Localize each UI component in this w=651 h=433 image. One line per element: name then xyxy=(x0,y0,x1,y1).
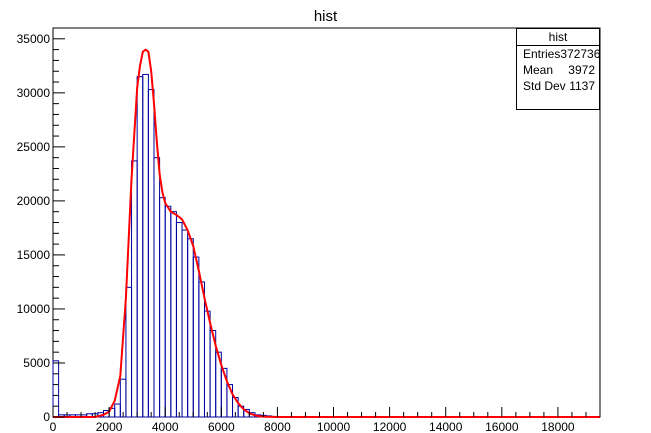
y-tick-label: 0 xyxy=(43,410,50,424)
x-tick-label: 16000 xyxy=(485,420,519,433)
x-tick-label: 18000 xyxy=(541,420,575,433)
histogram-bar xyxy=(187,238,194,418)
x-tick-label: 2000 xyxy=(96,420,123,433)
fit-curve xyxy=(53,48,600,418)
histogram-bar xyxy=(136,76,144,418)
histogram-bar xyxy=(131,160,138,418)
histogram-bar xyxy=(203,310,211,418)
x-tick-label: 14000 xyxy=(429,420,463,433)
fit-series xyxy=(53,48,600,418)
x-tick-label: 12000 xyxy=(373,420,407,433)
stats-value: 3972 xyxy=(568,63,595,77)
stats-value: 372736 xyxy=(560,47,601,61)
histogram-bar xyxy=(192,256,200,418)
stats-value: 1137 xyxy=(569,79,595,93)
stats-row-entries: Entries 372736 xyxy=(517,46,601,62)
stats-label: Std Dev xyxy=(523,79,566,93)
histogram-bar xyxy=(52,360,60,418)
x-tick-label: 0 xyxy=(50,420,57,433)
y-tick-label: 25000 xyxy=(17,140,51,154)
x-tick-label: 4000 xyxy=(152,420,179,433)
x-tick-label: 6000 xyxy=(208,420,235,433)
y-tick-label: 30000 xyxy=(17,86,51,100)
histogram-bar xyxy=(153,157,161,418)
histogram-bar xyxy=(125,286,133,418)
y-axis: 0 5000 10000 15000 20000 25000 30000 35000 xyxy=(17,27,65,424)
x-tick-label: 10000 xyxy=(317,420,351,433)
y-tick-label: 35000 xyxy=(17,32,51,46)
stats-row-stddev: Std Dev 1137 xyxy=(517,78,599,94)
stats-label: Mean xyxy=(523,63,554,77)
histogram-bar xyxy=(159,197,166,418)
histogram-bar xyxy=(119,378,127,418)
histogram-bar xyxy=(114,403,121,418)
stats-box: hist Entries 372736 Mean 3972 Std Dev 11… xyxy=(516,28,600,110)
stats-row-mean: Mean 3972 xyxy=(517,62,599,78)
histogram-series xyxy=(52,73,278,418)
y-tick-label: 15000 xyxy=(17,248,51,262)
histogram-bar xyxy=(170,211,177,418)
histogram-bar xyxy=(198,281,205,418)
histogram-bar xyxy=(181,229,189,418)
chart-title: hist xyxy=(313,8,338,25)
histogram-bar xyxy=(147,89,155,418)
y-tick-label: 5000 xyxy=(23,356,50,370)
y-tick-label: 10000 xyxy=(17,302,51,316)
histogram-bar xyxy=(142,73,149,418)
stats-title: hist xyxy=(517,29,599,46)
y-tick-label: 20000 xyxy=(17,194,51,208)
stats-label: Entries xyxy=(523,47,561,61)
histogram-bar xyxy=(164,205,172,418)
x-tick-label: 8000 xyxy=(264,420,291,433)
histogram-bar xyxy=(175,222,183,418)
x-axis: 0 2000 4000 6000 8000 10000 12000 14000 16000 180… xyxy=(50,407,601,433)
